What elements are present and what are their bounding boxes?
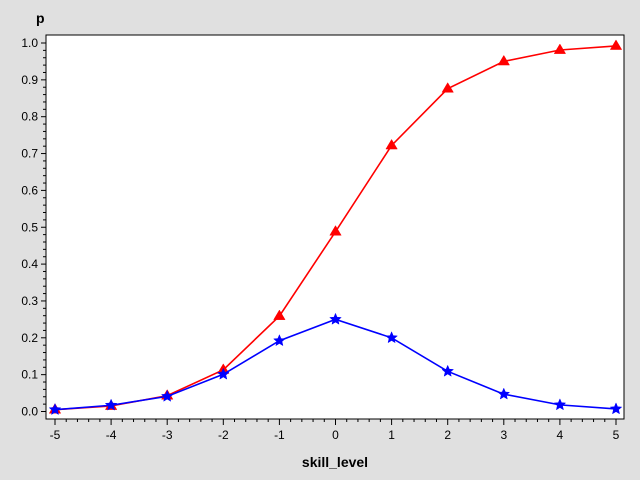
y-tick-label: 0.1 — [21, 368, 38, 382]
y-tick-label: 0.0 — [21, 405, 38, 419]
data-point — [441, 82, 454, 93]
data-point — [160, 389, 174, 402]
data-point — [329, 312, 342, 325]
x-tick-label: 3 — [500, 428, 507, 442]
y-tick-label: 0.2 — [21, 331, 38, 345]
series-2 — [48, 312, 623, 416]
y-tick-label: 0.6 — [21, 183, 38, 197]
data-point — [385, 331, 398, 344]
data-point — [273, 309, 286, 320]
y-axis-title: p — [36, 10, 45, 26]
x-tick-label: 2 — [444, 428, 451, 442]
x-tick-label: -3 — [162, 428, 173, 442]
data-point — [48, 403, 62, 416]
x-tick-label: -2 — [218, 428, 229, 442]
y-tick-label: 0.8 — [21, 110, 38, 124]
data-point — [497, 54, 510, 66]
y-axis: 0.0 0.1 0.2 0.3 0.4 0.5 0.6 0.7 0.8 0.9 1.0 — [21, 36, 46, 419]
x-axis: -5 -4 -3 -2 -1 0 1 2 3 4 5 — [50, 419, 620, 442]
x-tick-label: 4 — [557, 428, 564, 442]
y-tick-label: 0.7 — [21, 147, 38, 161]
data-point — [273, 334, 286, 347]
data-point — [553, 43, 567, 54]
x-tick-label: -5 — [50, 428, 61, 442]
x-tick-label: -4 — [106, 428, 117, 442]
data-point — [441, 364, 455, 377]
data-point — [609, 402, 623, 415]
y-tick-label: 0.3 — [21, 294, 38, 308]
y-tick-label: 0.9 — [21, 73, 38, 87]
data-point — [329, 225, 342, 236]
y-tick-label: 1.0 — [21, 36, 38, 50]
x-tick-label: 1 — [388, 428, 395, 442]
data-point — [497, 387, 511, 400]
x-tick-label: -1 — [274, 428, 285, 442]
data-point — [216, 367, 230, 380]
data-point — [609, 39, 623, 50]
y-tick-label: 0.5 — [21, 220, 38, 234]
data-point — [104, 398, 118, 411]
series-layer — [48, 39, 623, 416]
data-point — [553, 398, 567, 411]
y-tick-label: 0.4 — [21, 257, 38, 271]
x-axis-title: skill_level — [302, 454, 368, 470]
x-tick-label: 0 — [332, 428, 339, 442]
x-tick-label: 5 — [613, 428, 620, 442]
data-point — [385, 138, 398, 150]
